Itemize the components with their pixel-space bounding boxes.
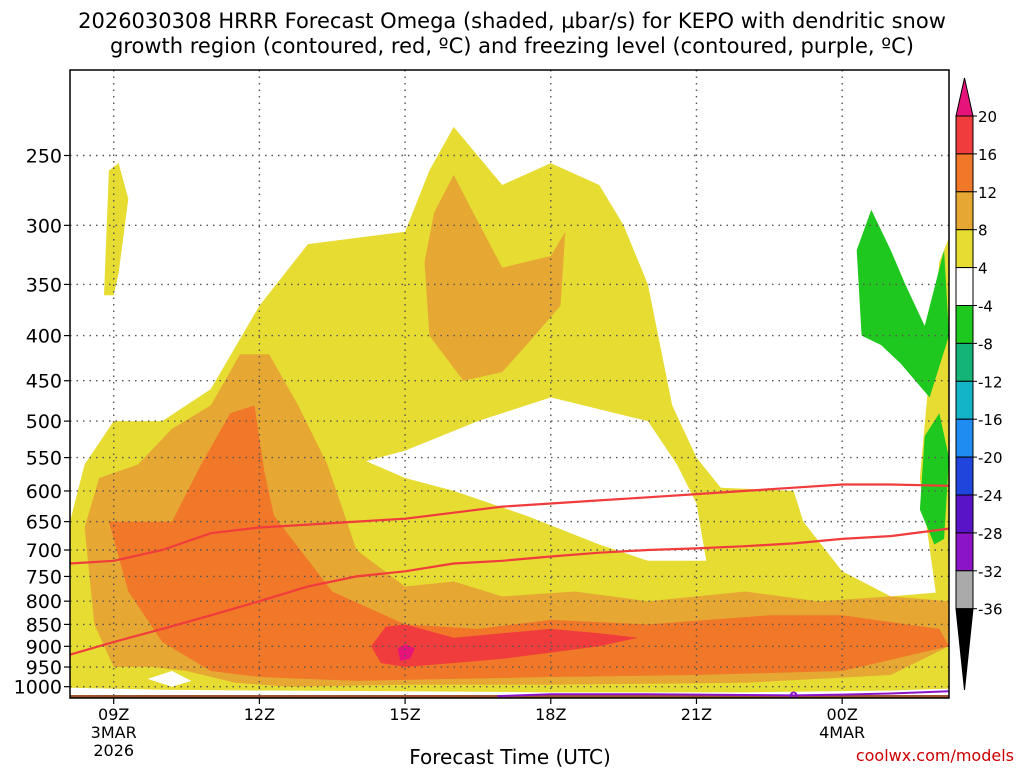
colorbar-band bbox=[955, 456, 974, 496]
colorbar-top-arrow bbox=[955, 77, 974, 117]
colorbar-band bbox=[955, 494, 974, 534]
y-tick-label: 700 bbox=[26, 540, 62, 562]
omega-region-6 bbox=[424, 174, 566, 381]
colorbar-label: -16 bbox=[978, 411, 1003, 429]
x-tick-label: 3MAR bbox=[91, 723, 137, 742]
y-tick-label: 350 bbox=[26, 274, 62, 296]
y-tick-label: 450 bbox=[26, 371, 62, 393]
omega-region-4 bbox=[147, 671, 192, 687]
colorbar-label: -36 bbox=[978, 601, 1003, 619]
colorbar-label: 12 bbox=[978, 184, 997, 202]
x-tick-label: 4MAR bbox=[819, 723, 865, 742]
x-tick-label: 09Z bbox=[98, 705, 129, 724]
y-tick-label: 500 bbox=[26, 411, 62, 433]
x-axis-label: Forecast Time (UTC) bbox=[409, 745, 611, 768]
colorbar-band bbox=[955, 229, 974, 269]
colorbar-label: 16 bbox=[978, 146, 997, 164]
freezing-level-label: 0 bbox=[789, 690, 798, 705]
colorbar-label: 4 bbox=[978, 260, 988, 278]
x-tick-label: 18Z bbox=[535, 705, 566, 724]
y-tick-label: 750 bbox=[26, 566, 62, 588]
colorbar-band bbox=[955, 570, 974, 610]
dendritic-contour-1 bbox=[70, 527, 949, 656]
y-tick-label: 950 bbox=[26, 657, 62, 679]
y-tick-label: 600 bbox=[26, 481, 62, 503]
colorbar-band bbox=[955, 153, 974, 193]
x-tick-label: 12Z bbox=[244, 705, 275, 724]
y-tick-label: 1000 bbox=[14, 677, 62, 699]
colorbar-label: 8 bbox=[978, 222, 988, 240]
colorbar-band bbox=[955, 267, 974, 307]
colorbar-legend: 20 16 12 8 4 -4 -8 -12 -16 -20 -24 -28 -32 -36 bbox=[955, 77, 1003, 691]
y-axis: 2503003504004505005506006507007508008509… bbox=[14, 145, 70, 699]
omega-region-8 bbox=[371, 624, 639, 667]
y-tick-label: 250 bbox=[26, 145, 62, 167]
y-tick-label: 650 bbox=[26, 512, 62, 534]
dendritic-contour-0 bbox=[70, 483, 949, 565]
x-tick-label: 2026 bbox=[93, 741, 134, 760]
plot-frame bbox=[69, 69, 950, 699]
colorbar-band bbox=[955, 532, 974, 572]
colorbar-band bbox=[955, 305, 974, 344]
colorbar-label: -20 bbox=[978, 449, 1003, 467]
grid-lines bbox=[70, 70, 949, 698]
colorbar-bottom-arrow bbox=[955, 608, 974, 691]
colorbar-label: -12 bbox=[978, 373, 1003, 391]
omega-region-9 bbox=[397, 644, 415, 661]
x-tick-label: 00Z bbox=[826, 705, 857, 724]
y-tick-label: 400 bbox=[26, 326, 62, 348]
chart-title-line-2: growth region (contoured, red, ºC) and f… bbox=[110, 34, 914, 58]
y-tick-label: 900 bbox=[26, 636, 62, 658]
omega-region-11 bbox=[919, 413, 949, 545]
colorbar-label: -8 bbox=[978, 335, 993, 353]
y-tick-label: 550 bbox=[26, 448, 62, 470]
x-tick-label: 15Z bbox=[389, 705, 420, 724]
plot-area bbox=[70, 126, 949, 698]
contour-layer: 0 bbox=[70, 483, 949, 705]
colorbar-band bbox=[955, 342, 974, 382]
y-tick-label: 300 bbox=[26, 215, 62, 237]
chart-title-line-1: 2026030308 HRRR Forecast Omega (shaded, … bbox=[78, 9, 946, 33]
omega-region-3 bbox=[366, 397, 707, 561]
credit-label: coolwx.com/models bbox=[856, 746, 1014, 765]
colorbar-band bbox=[955, 115, 974, 155]
colorbar-label: -4 bbox=[978, 298, 993, 316]
colorbar-band bbox=[955, 418, 974, 458]
colorbar-label: -32 bbox=[978, 563, 1003, 581]
colorbar-band bbox=[955, 191, 974, 231]
colorbar-label: -28 bbox=[978, 525, 1003, 543]
x-tick-label: 21Z bbox=[681, 705, 712, 724]
freezing-level-contour bbox=[497, 690, 949, 698]
y-tick-label: 850 bbox=[26, 614, 62, 636]
omega-region-10 bbox=[856, 209, 949, 398]
omega-region-7 bbox=[108, 405, 949, 681]
colorbar-band bbox=[955, 380, 974, 420]
omega-region-1 bbox=[104, 163, 129, 296]
y-tick-label: 800 bbox=[26, 591, 62, 613]
colorbar-label: -24 bbox=[978, 487, 1003, 505]
colorbar-label: 20 bbox=[978, 108, 997, 126]
